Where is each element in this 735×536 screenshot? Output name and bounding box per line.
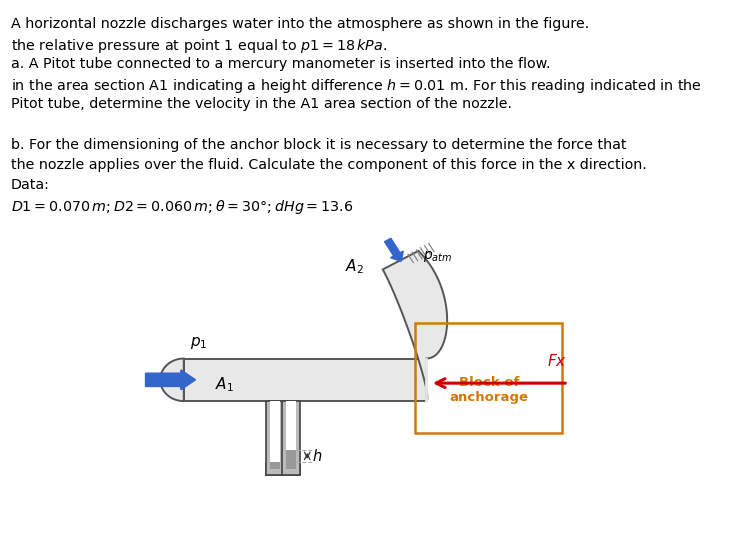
FancyBboxPatch shape	[266, 401, 284, 474]
Text: $Fx$: $Fx$	[547, 353, 567, 369]
Text: b. For the dimensioning of the anchor block it is necessary to determine the for: b. For the dimensioning of the anchor bl…	[11, 138, 626, 152]
Text: Data:: Data:	[11, 178, 50, 192]
Text: $p_{atm}$: $p_{atm}$	[423, 249, 452, 264]
FancyBboxPatch shape	[282, 401, 300, 474]
Text: the nozzle applies over the fluid. Calculate the component of this force in the : the nozzle applies over the fluid. Calcu…	[11, 158, 647, 172]
Text: a. A Pitot tube connected to a mercury manometer is inserted into the flow.: a. A Pitot tube connected to a mercury m…	[11, 57, 551, 71]
FancyArrow shape	[146, 370, 196, 390]
Text: in the area section A1 indicating a height difference $h = 0.01$ m. For this rea: in the area section A1 indicating a heig…	[11, 77, 702, 95]
Text: A horizontal nozzle discharges water into the atmosphere as shown in the figure.: A horizontal nozzle discharges water int…	[11, 17, 589, 31]
FancyArrow shape	[384, 239, 404, 262]
Text: Pitot tube, determine the velocity in the A1 area section of the nozzle.: Pitot tube, determine the velocity in th…	[11, 98, 512, 111]
Text: $A_1$: $A_1$	[215, 376, 234, 394]
FancyBboxPatch shape	[270, 401, 280, 469]
Text: $A_2$: $A_2$	[345, 257, 365, 276]
FancyBboxPatch shape	[286, 450, 296, 469]
Text: $h$: $h$	[312, 448, 322, 464]
FancyBboxPatch shape	[286, 401, 296, 469]
Polygon shape	[383, 251, 447, 401]
Text: Block of
anchorage: Block of anchorage	[449, 376, 528, 404]
Text: $p_1$: $p_1$	[190, 334, 207, 351]
Polygon shape	[160, 359, 184, 401]
FancyBboxPatch shape	[270, 462, 280, 469]
Text: the relative pressure at point 1 equal to $p1 = 18\,kPa$.: the relative pressure at point 1 equal t…	[11, 37, 387, 55]
Text: $D1 = 0.070\,m; D2 = 0.060\,m; \theta = 30\degree; dHg = 13.6$: $D1 = 0.070\,m; D2 = 0.060\,m; \theta = …	[11, 198, 354, 217]
FancyBboxPatch shape	[266, 464, 300, 474]
FancyBboxPatch shape	[184, 359, 426, 401]
